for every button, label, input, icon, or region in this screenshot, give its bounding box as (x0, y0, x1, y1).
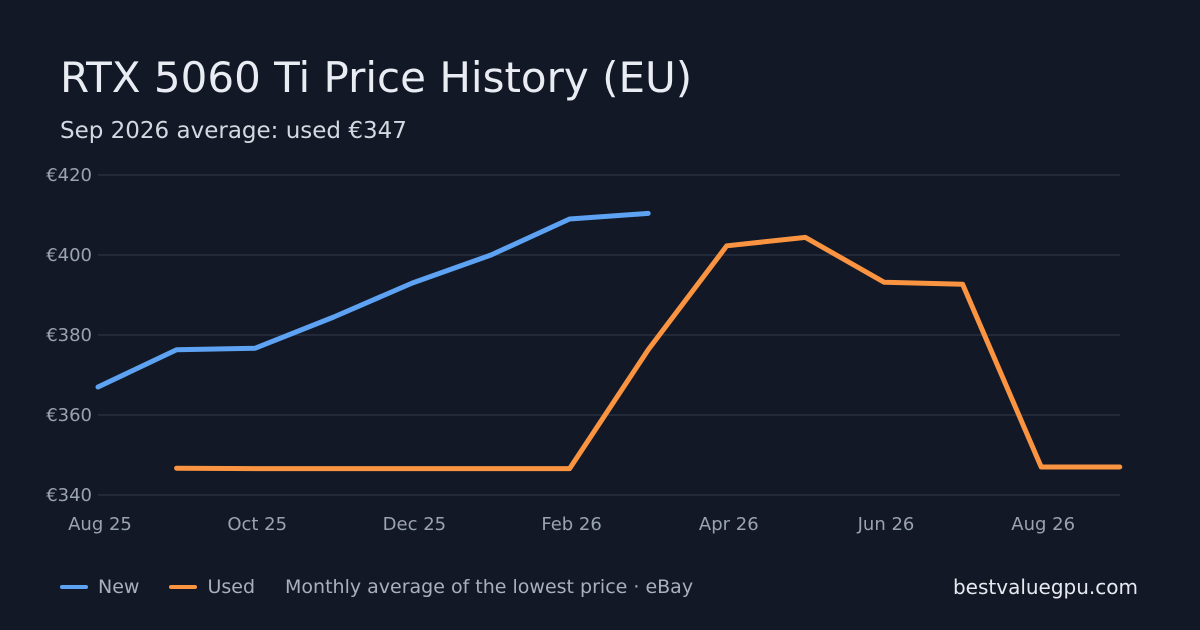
series-lines (95, 210, 1123, 472)
legend-item-new: New (60, 576, 139, 598)
legend-swatch-new (60, 585, 88, 589)
y-tick-label: €400 (46, 245, 92, 266)
x-tick-label: Feb 26 (541, 514, 602, 535)
series-line-new (95, 210, 651, 390)
price-history-chart: €420 €400 €380 €360 €340 Aug 25 Oct 25 Dec 25 F… (46, 165, 1123, 535)
x-axis-labels: Aug 25 Oct 25 Dec 25 Feb 26 Apr 26 Jun 26 Aug … (68, 514, 1075, 535)
y-tick-label: €380 (46, 325, 92, 346)
x-tick-label: Oct 25 (227, 514, 287, 535)
legend: New Used Monthly average of the lowest p… (60, 572, 693, 602)
legend-item-used: Used (169, 576, 255, 598)
x-tick-label: Apr 26 (699, 514, 759, 535)
chart-title: RTX 5060 Ti Price History (EU) (60, 53, 693, 102)
source-note: Monthly average of the lowest price · eB… (285, 576, 694, 598)
x-tick-label: Aug 25 (68, 514, 132, 535)
legend-label-new: New (98, 576, 140, 598)
grid-lines (98, 174, 1120, 496)
legend-label-used: Used (207, 576, 256, 598)
y-tick-label: €420 (46, 165, 92, 186)
y-tick-label: €360 (46, 405, 92, 426)
y-tick-label: €340 (46, 485, 92, 506)
x-tick-label: Aug 26 (1011, 514, 1075, 535)
brand-link[interactable]: bestvaluegpu.com (952, 575, 1138, 599)
x-tick-label: Jun 26 (857, 514, 915, 535)
series-line-used (174, 234, 1123, 472)
x-tick-label: Dec 25 (383, 514, 446, 535)
legend-swatch-used (169, 585, 198, 589)
chart-subtitle: Sep 2026 average: used €347 (60, 118, 407, 144)
y-axis-labels: €420 €400 €380 €360 €340 (46, 165, 92, 506)
